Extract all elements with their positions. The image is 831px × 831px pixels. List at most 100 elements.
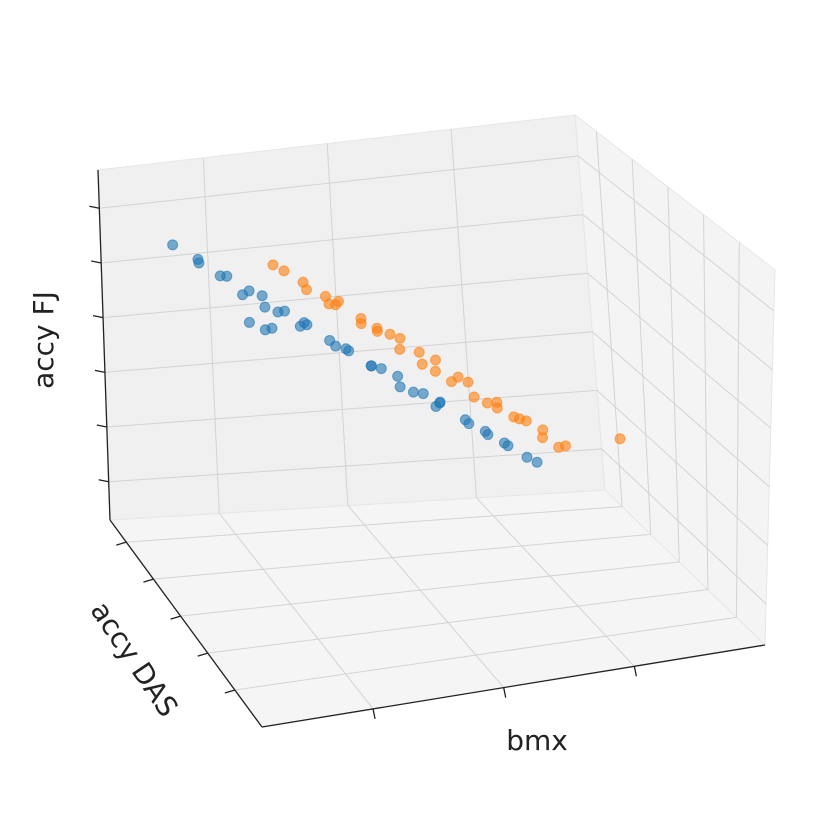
y-tick — [170, 615, 181, 620]
grid-line — [106, 389, 598, 428]
z-tick — [89, 205, 100, 209]
grid-line — [101, 214, 584, 264]
grid-line — [99, 155, 579, 209]
grid-line — [577, 155, 775, 312]
point — [371, 325, 383, 337]
point — [392, 370, 404, 382]
point — [365, 360, 377, 372]
grid-line — [631, 159, 652, 535]
point — [375, 363, 387, 375]
point — [267, 259, 279, 271]
axes — [89, 169, 766, 728]
y-tick — [143, 578, 154, 583]
point — [340, 343, 352, 355]
side-pane — [574, 113, 776, 647]
grid-line — [735, 242, 740, 618]
z-tick — [98, 479, 109, 483]
point — [468, 391, 480, 403]
y-tick — [224, 689, 236, 694]
point — [491, 402, 503, 414]
point — [243, 316, 255, 328]
point — [463, 418, 475, 430]
grid-line — [153, 533, 651, 580]
point — [394, 381, 406, 393]
point — [462, 376, 474, 388]
point — [193, 257, 205, 269]
z-tick — [94, 369, 106, 373]
x-tick — [633, 666, 637, 677]
grid-line — [234, 616, 737, 691]
grid-line — [180, 561, 680, 617]
grid-line — [103, 272, 588, 319]
point — [384, 328, 396, 340]
grid-line — [126, 506, 623, 543]
grid-line — [601, 448, 767, 605]
grid-line — [108, 448, 602, 483]
point — [452, 371, 464, 383]
y-axis-line — [109, 519, 263, 728]
point — [520, 415, 532, 427]
point — [537, 424, 549, 436]
grid-line — [476, 497, 635, 667]
grid-line — [596, 390, 768, 546]
point — [434, 396, 446, 408]
x-axis-label: bmx — [506, 724, 568, 757]
grid-line — [703, 214, 709, 590]
point — [256, 290, 268, 302]
point — [330, 299, 342, 311]
point — [167, 239, 179, 251]
point — [355, 318, 367, 330]
grid-line — [347, 505, 505, 688]
point — [278, 265, 290, 277]
grid-line — [202, 157, 220, 514]
point — [481, 397, 493, 409]
grid-line — [587, 272, 772, 429]
grid — [99, 129, 775, 710]
y-tick — [197, 652, 208, 657]
point — [560, 440, 572, 452]
x-tick — [503, 687, 507, 698]
z-axis-line — [97, 169, 111, 521]
point — [502, 440, 514, 452]
grid-line — [592, 331, 770, 488]
point — [298, 317, 310, 329]
grid-line — [218, 513, 374, 710]
point — [243, 285, 255, 297]
z-tick — [92, 315, 104, 319]
grid-line — [207, 589, 708, 654]
point — [324, 334, 336, 346]
grid-line — [667, 186, 680, 562]
point — [407, 386, 419, 398]
x-tick — [372, 708, 376, 720]
point — [394, 332, 406, 344]
point — [614, 433, 626, 445]
panes — [97, 113, 776, 728]
z-tick — [96, 424, 107, 428]
x-axis-line — [261, 644, 766, 728]
point — [430, 354, 442, 366]
point — [279, 305, 291, 317]
point — [413, 346, 425, 358]
grid-line — [595, 131, 623, 507]
point — [259, 301, 271, 313]
point — [417, 388, 429, 400]
y-tick — [116, 541, 127, 546]
point — [394, 343, 406, 355]
grid-line — [326, 143, 349, 506]
point — [266, 322, 278, 334]
point — [521, 451, 533, 463]
points — [167, 239, 626, 468]
z-axis-label: accy FJ — [27, 291, 60, 389]
point — [479, 425, 491, 437]
y-axis-label: accy DAS — [84, 595, 185, 722]
grid-line — [582, 214, 773, 370]
point — [508, 411, 520, 423]
z-tick — [91, 260, 102, 264]
grid-line — [450, 129, 477, 498]
point — [531, 456, 543, 468]
point — [301, 284, 313, 296]
point — [416, 358, 428, 370]
point — [221, 270, 233, 282]
point — [429, 365, 441, 377]
